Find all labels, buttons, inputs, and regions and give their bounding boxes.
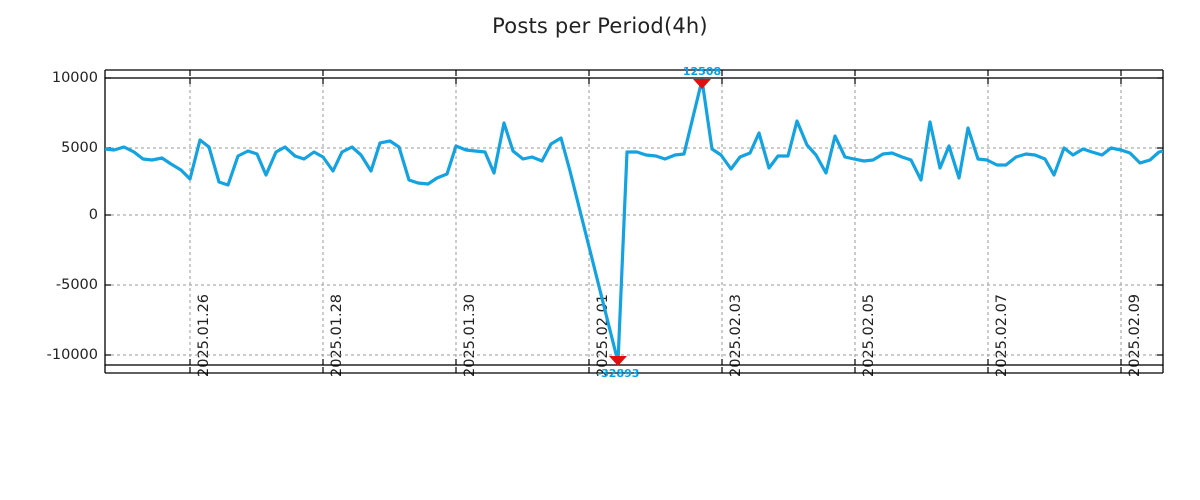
y-tick-label: 5000 [61, 140, 98, 156]
y-tick-label: 10000 [51, 70, 98, 86]
y-tick-label: -5000 [55, 277, 98, 293]
extrema-markers [609, 79, 711, 366]
max-value-label: 12508 [682, 65, 722, 78]
min-marker-triangle [609, 356, 627, 366]
y-tick-label: -10000 [46, 347, 98, 363]
y-tick-label: 0 [88, 207, 98, 223]
grid-lines [105, 70, 1163, 373]
max-marker-triangle [693, 79, 711, 89]
axes-frame [104, 69, 1164, 374]
y-axis-tick-labels: 10000 5000 0 -5000 -10000 [0, 0, 98, 500]
min-value-label: -32893 [596, 367, 640, 380]
plot-border [104, 77, 1164, 366]
data-series-line [105, 78, 1163, 364]
page-title: Posts per Period(4h) [492, 14, 708, 38]
